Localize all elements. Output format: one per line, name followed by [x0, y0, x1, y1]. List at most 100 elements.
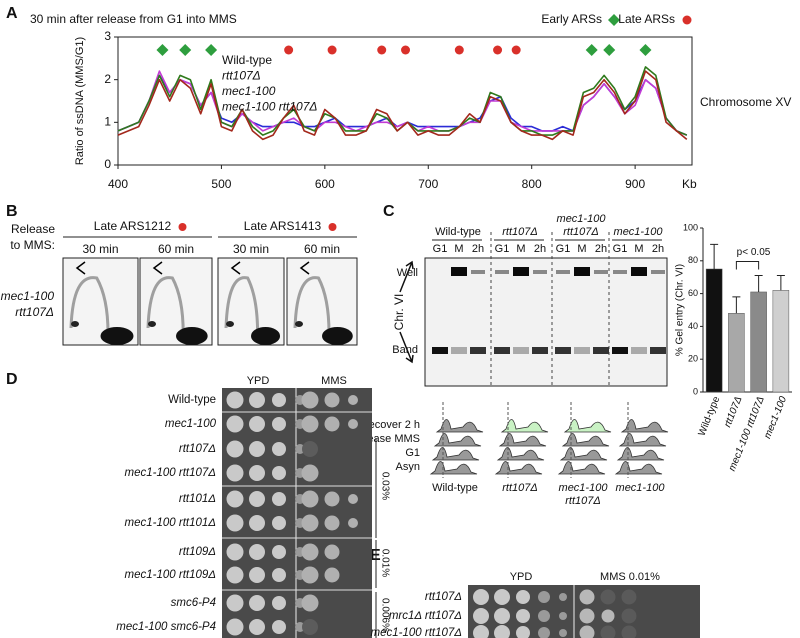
significance-bracket	[735, 261, 760, 270]
strain-label: rtt107Δ	[502, 226, 538, 238]
colony-spot	[272, 417, 286, 431]
strain-label: mec1-100	[165, 418, 217, 430]
colony-spot	[516, 626, 530, 638]
colony-spot	[249, 491, 265, 507]
colony-spot	[226, 594, 244, 612]
colony-spot	[579, 589, 595, 605]
lane-label: G1	[556, 243, 571, 255]
colony-spot	[324, 567, 340, 583]
flow-histogram	[561, 433, 610, 447]
group-title: Late ARS1413	[244, 219, 322, 233]
colony-spot	[272, 442, 286, 456]
well-band	[594, 270, 608, 274]
colony-spot	[226, 415, 244, 433]
spot	[226, 321, 234, 327]
bar	[728, 313, 745, 393]
flow-histogram	[496, 447, 545, 461]
colony-spot	[516, 609, 530, 623]
panel-label: A	[6, 5, 18, 22]
chr-band	[612, 347, 628, 354]
legend-entry: Late ARSs	[618, 12, 675, 26]
colony-spot	[272, 516, 286, 530]
colony-spot	[272, 545, 286, 559]
colony-spot	[249, 619, 265, 635]
strain-label: mec1-100	[557, 213, 607, 225]
y-tick-label: 100	[683, 222, 698, 232]
flow-histogram	[620, 419, 669, 433]
colony-spot	[272, 393, 286, 407]
colony-spot	[272, 620, 286, 634]
spot	[176, 327, 208, 345]
colony-spot	[348, 494, 358, 504]
panel-label: C	[383, 203, 395, 220]
legend-entry: mec1-100	[222, 84, 276, 98]
colony-spot	[272, 596, 286, 610]
strain-label: Wild-type	[168, 394, 216, 406]
ars-marker	[284, 45, 294, 55]
arrowhead	[299, 261, 310, 275]
flow-histogram	[559, 447, 608, 461]
colony-spot	[579, 608, 595, 624]
chr-band	[432, 347, 448, 354]
colony-spot	[226, 391, 244, 409]
well-band	[651, 270, 665, 274]
strain-label: mec1-100 rtt107Δ	[371, 627, 462, 638]
time-label: 60 min	[304, 242, 340, 256]
time-label: 30 min	[233, 242, 269, 256]
chr-band	[494, 347, 510, 354]
well-band	[513, 267, 529, 276]
spot	[148, 321, 156, 327]
chr-band	[532, 347, 548, 354]
colony-spot	[473, 625, 489, 638]
colony-spot	[473, 608, 489, 624]
colony-spot	[538, 610, 550, 622]
chr-band	[513, 347, 529, 354]
colony-spot	[324, 515, 340, 531]
lane-label: G1	[433, 243, 448, 255]
column-header: MMS 0.01%	[600, 571, 660, 583]
colony-spot	[302, 441, 318, 457]
colony-spot	[301, 514, 319, 532]
flow-histogram	[500, 419, 549, 433]
strain-label: rtt107Δ	[425, 591, 462, 603]
colony-spot	[301, 415, 319, 433]
error-bar	[754, 275, 763, 292]
lane-label: M	[634, 243, 643, 255]
band-label: Band	[392, 344, 418, 356]
arc	[146, 276, 185, 334]
strain-label: rtt109Δ	[179, 546, 216, 558]
well-band	[556, 270, 570, 274]
colony-spot	[348, 395, 358, 405]
time-label: 30 min	[82, 242, 118, 256]
arrowhead	[230, 261, 241, 275]
flow-histogram	[435, 419, 484, 433]
spot	[100, 327, 134, 345]
strain-label: mec1-100 smc6-P4	[116, 621, 216, 633]
legend-entry: Wild-type	[222, 53, 272, 67]
colony-spot	[249, 416, 265, 432]
colony-spot	[559, 629, 567, 637]
flow-strain-label: rtt107Δ	[502, 482, 538, 494]
flow-row-label: Recover 2 h	[361, 419, 420, 431]
panel-label: B	[6, 203, 18, 220]
legend-entry: Early ARSs	[541, 12, 602, 26]
colony-spot	[249, 595, 265, 611]
strain-label: mec1-100	[1, 289, 55, 303]
column-header: MMS	[321, 375, 347, 387]
legend-entry: mec1-100 rtt107Δ	[222, 100, 317, 114]
lane-label: 2h	[472, 243, 484, 255]
chr-band	[451, 347, 467, 354]
colony-spot	[249, 567, 265, 583]
strain-label: rtt107Δ	[15, 305, 54, 319]
strain-label: mec1-100	[614, 226, 664, 238]
colony-spot	[324, 544, 340, 560]
plate	[222, 388, 372, 638]
flow-histogram	[431, 447, 480, 461]
concentration-label: 0.006%	[379, 598, 390, 632]
flow-histogram	[618, 433, 667, 447]
flow-strain-label: rtt107Δ	[565, 495, 601, 507]
colony-spot	[301, 391, 319, 409]
colony-spot	[249, 441, 265, 457]
arrowhead	[75, 261, 86, 275]
series-line	[117, 70, 688, 136]
